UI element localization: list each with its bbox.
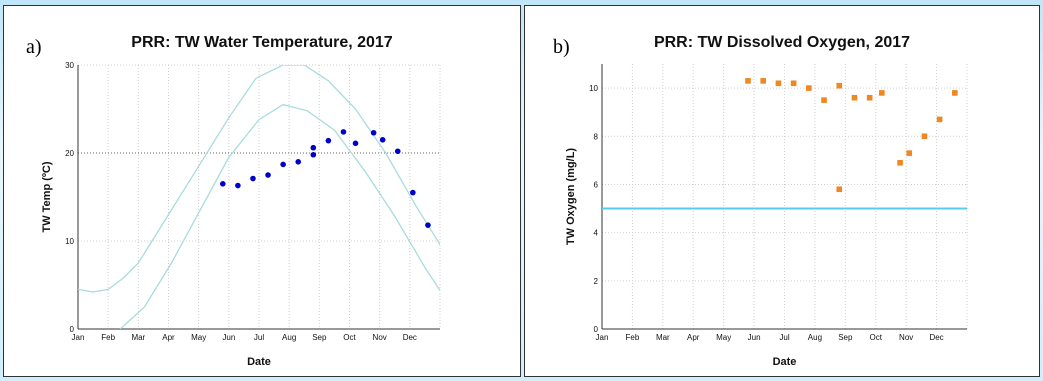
oxygen-chart-svg: Jan Feb Mar Apr May Jun Jul Aug Sep Oct Nov Dec 0 2 4 6… xyxy=(565,64,968,368)
data-point xyxy=(821,97,827,103)
data-point xyxy=(851,94,858,101)
x-tick-label: Oct xyxy=(343,333,356,342)
data-point xyxy=(952,90,958,96)
y-tick-label: 20 xyxy=(65,149,74,158)
chart-panel-temperature: a) PRR: TW Water Temperature, 2017 Jan Fe… xyxy=(3,5,521,377)
x-tick-label: Dec xyxy=(929,333,943,342)
reference-curve xyxy=(119,103,440,329)
data-point xyxy=(866,94,873,101)
data-point xyxy=(936,116,943,123)
data-point xyxy=(410,189,416,196)
data-point xyxy=(760,78,767,84)
data-point xyxy=(370,129,377,136)
reference-curve xyxy=(78,65,440,293)
x-tick-label: Jun xyxy=(748,333,761,342)
data-point xyxy=(921,133,928,140)
data-point xyxy=(425,222,431,228)
data-point xyxy=(836,82,843,89)
data-point xyxy=(897,159,903,166)
data-point xyxy=(250,175,256,182)
x-tick-label: Jan xyxy=(72,333,85,342)
y-axis-label: TW Temp (ºC) xyxy=(41,161,53,232)
data-point xyxy=(394,148,401,155)
data-point xyxy=(836,186,843,193)
data-point xyxy=(235,182,241,189)
data-point xyxy=(295,159,302,165)
data-point xyxy=(340,129,347,135)
x-tick-label: Feb xyxy=(101,333,115,342)
x-tick-label: Mar xyxy=(131,333,145,342)
x-tick-label: Apr xyxy=(687,333,700,342)
data-point xyxy=(379,137,386,143)
x-tick-label: May xyxy=(191,333,206,342)
y-tick-label: 6 xyxy=(594,180,599,189)
data-point xyxy=(265,172,271,178)
data-point xyxy=(325,137,332,144)
y-axis-label: TW Oxygen (mg/L) xyxy=(565,148,577,246)
x-tick-label: Nov xyxy=(899,333,913,342)
panel-letter-b: b) xyxy=(553,36,570,58)
data-point xyxy=(352,140,359,147)
temperature-chart-svg: Jan Feb Mar Apr May Jun Jul Aug Sep Oct Nov Dec 0 10 2… xyxy=(41,61,441,368)
data-point xyxy=(745,78,751,84)
x-tick-label: Sep xyxy=(312,333,327,342)
x-tick-label: Jul xyxy=(254,333,264,342)
chart-panel-oxygen: b) PRR: TW Dissolved Oxygen, 2017 Jan Feb… xyxy=(524,5,1040,377)
y-tick-label: 0 xyxy=(70,325,75,334)
x-tick-label: Jan xyxy=(596,333,609,342)
x-tick-label: Sep xyxy=(838,333,853,342)
y-tick-label: 4 xyxy=(594,229,599,238)
x-tick-label: Feb xyxy=(626,333,640,342)
chart-title-oxygen: PRR: TW Dissolved Oxygen, 2017 xyxy=(653,34,911,51)
data-point xyxy=(879,90,885,96)
data-point xyxy=(220,181,226,187)
y-tick-label: 30 xyxy=(65,61,74,70)
panel-letter-a: a) xyxy=(26,36,42,58)
data-point xyxy=(310,144,317,151)
data-point xyxy=(310,151,317,158)
x-axis-label: Date xyxy=(247,356,271,368)
x-tick-label: Jun xyxy=(222,333,235,342)
data-point xyxy=(790,80,797,87)
data-point xyxy=(806,85,812,91)
x-tick-label: Nov xyxy=(373,333,387,342)
x-tick-label: Aug xyxy=(282,333,296,342)
x-axis-label: Date xyxy=(773,356,797,368)
x-tick-label: Oct xyxy=(870,333,883,342)
y-tick-label: 2 xyxy=(594,277,599,286)
x-tick-label: May xyxy=(716,333,731,342)
data-point xyxy=(280,161,286,168)
y-tick-label: 10 xyxy=(65,237,74,246)
x-tick-label: Dec xyxy=(403,333,417,342)
x-tick-label: Mar xyxy=(656,333,670,342)
x-tick-label: Jul xyxy=(779,333,789,342)
x-tick-label: Aug xyxy=(808,333,822,342)
y-tick-label: 8 xyxy=(594,132,599,141)
data-point xyxy=(906,150,913,156)
chart-title-temperature: PRR: TW Water Temperature, 2017 xyxy=(131,34,393,51)
y-tick-label: 0 xyxy=(594,325,599,334)
x-tick-label: Apr xyxy=(162,333,175,342)
data-point xyxy=(775,80,782,87)
y-tick-label: 10 xyxy=(589,84,598,93)
